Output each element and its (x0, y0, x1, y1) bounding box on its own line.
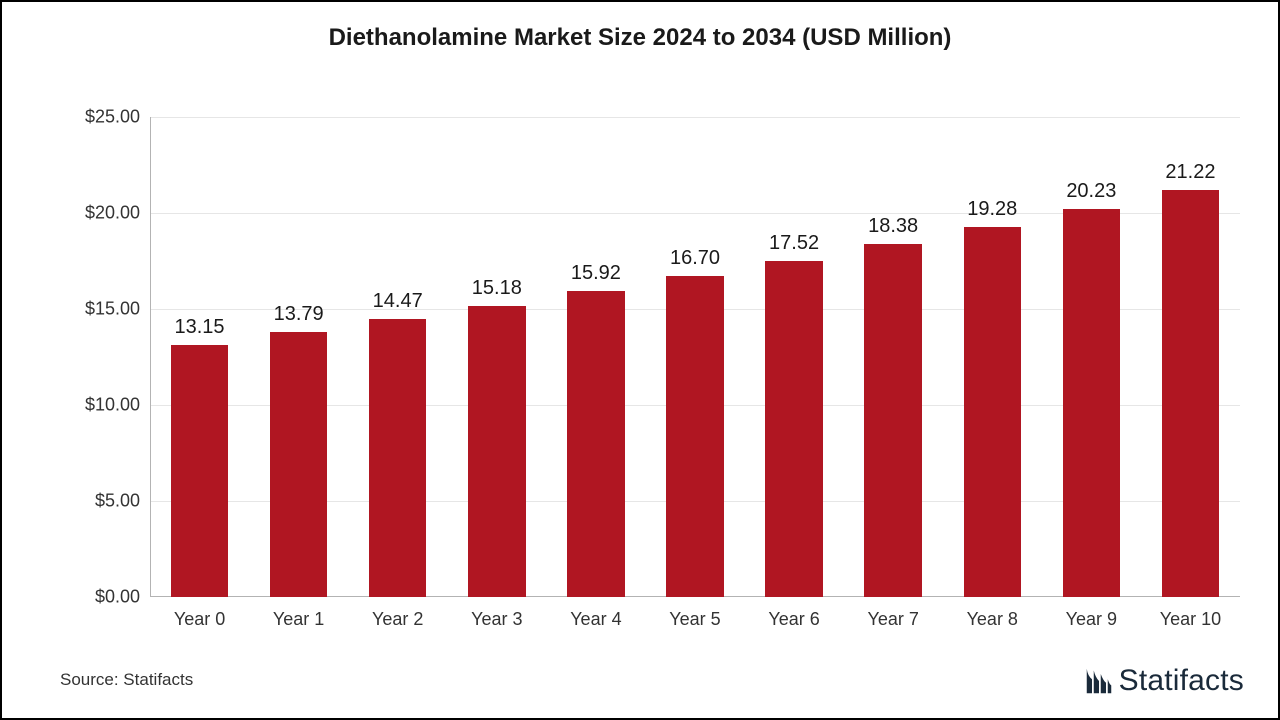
x-tick-label: Year 3 (447, 597, 546, 630)
x-tick-label: Year 6 (745, 597, 844, 630)
y-tick-label: $10.00 (85, 395, 150, 416)
x-tick-label: Year 5 (645, 597, 744, 630)
y-tick-label: $5.00 (95, 491, 150, 512)
bar-value-label: 20.23 (1042, 180, 1141, 203)
x-tick-label: Year 8 (943, 597, 1042, 630)
bars-container: 13.1513.7914.4715.1815.9216.7017.5218.38… (150, 117, 1240, 597)
statifacts-icon (1085, 667, 1113, 695)
x-tick-label: Year 10 (1141, 597, 1240, 630)
bar (1063, 209, 1120, 597)
bar-value-label: 17.52 (745, 232, 844, 255)
x-tick-label: Year 0 (150, 597, 249, 630)
x-tick-label: Year 2 (348, 597, 447, 630)
bar (468, 306, 525, 597)
bar-value-label: 15.18 (447, 277, 546, 300)
y-tick-label: $0.00 (95, 587, 150, 608)
bar (964, 227, 1021, 597)
bar-value-label: 19.28 (943, 198, 1042, 221)
bar (765, 261, 822, 597)
brand-text: Statifacts (1119, 664, 1244, 698)
bar (369, 319, 426, 597)
y-tick-label: $15.00 (85, 299, 150, 320)
source-label: Source: Statifacts (60, 670, 193, 690)
y-tick-label: $20.00 (85, 203, 150, 224)
x-tick-label: Year 1 (249, 597, 348, 630)
x-tick-label: Year 7 (844, 597, 943, 630)
bar-value-label: 16.70 (645, 247, 744, 270)
y-tick-label: $25.00 (85, 107, 150, 128)
bar-value-label: 15.92 (546, 262, 645, 285)
bar-value-label: 21.22 (1141, 161, 1240, 184)
bar (666, 276, 723, 597)
x-tick-label: Year 9 (1042, 597, 1141, 630)
bar-value-label: 14.47 (348, 290, 447, 313)
bar-value-label: 18.38 (844, 215, 943, 238)
chart-frame: Diethanolamine Market Size 2024 to 2034 … (0, 0, 1280, 720)
bar (567, 291, 624, 597)
bar (864, 244, 921, 597)
plot-area: 13.1513.7914.4715.1815.9216.7017.5218.38… (150, 117, 1240, 597)
chart-title: Diethanolamine Market Size 2024 to 2034 … (2, 24, 1278, 52)
x-tick-label: Year 4 (546, 597, 645, 630)
bar (270, 332, 327, 597)
bar-value-label: 13.79 (249, 303, 348, 326)
bar (1162, 190, 1219, 597)
bar (171, 345, 228, 597)
brand-logo: Statifacts (1085, 664, 1244, 698)
bar-value-label: 13.15 (150, 316, 249, 339)
